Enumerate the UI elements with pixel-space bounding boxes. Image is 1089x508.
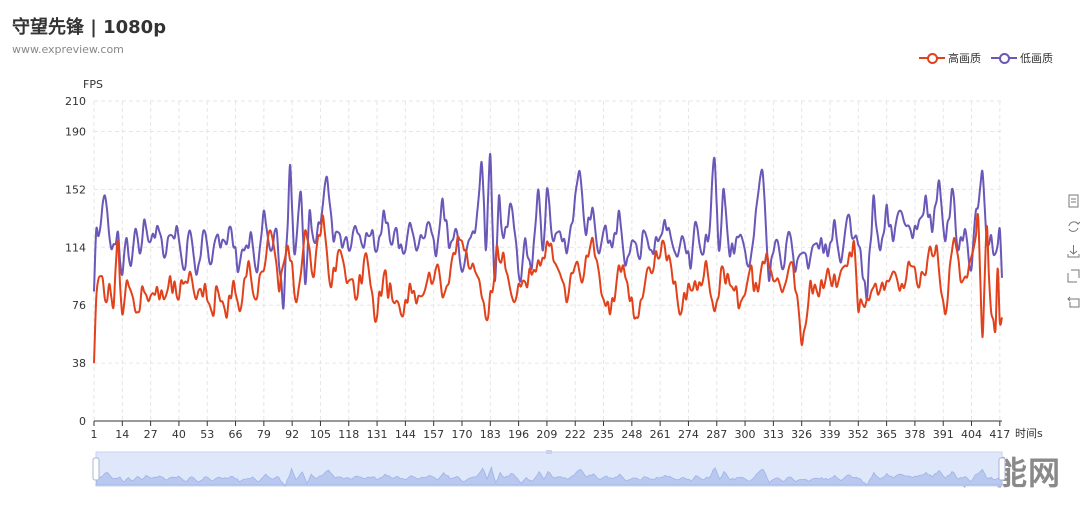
x-tick-label: 131 — [367, 428, 388, 441]
y-axis-label: FPS — [83, 78, 103, 91]
x-tick-label: 248 — [621, 428, 642, 441]
save-image-icon[interactable] — [1067, 244, 1080, 259]
x-tick-label: 183 — [480, 428, 501, 441]
x-tick-label: 352 — [848, 428, 869, 441]
y-tick-label: 152 — [65, 183, 86, 196]
y-tick-label: 210 — [65, 95, 86, 108]
restore-icon[interactable] — [1067, 219, 1081, 234]
y-tick-label: 0 — [79, 415, 86, 428]
x-tick-label: 170 — [451, 428, 472, 441]
x-tick-label: 300 — [735, 428, 756, 441]
slider-handle-left[interactable] — [92, 457, 100, 481]
x-tick-label: 235 — [593, 428, 614, 441]
zoom-icon[interactable] — [1067, 269, 1080, 284]
legend-item-low-quality[interactable]: 低画质 — [991, 50, 1053, 66]
zoom-reset-icon[interactable] — [1067, 294, 1080, 309]
legend-line-marker-icon — [919, 52, 945, 64]
legend-item-high-quality[interactable]: 高画质 — [919, 50, 981, 66]
x-tick-label: 365 — [876, 428, 897, 441]
chart-title: 守望先锋 | 1080p — [12, 17, 167, 38]
x-tick-label: 79 — [257, 428, 271, 441]
y-tick-label: 114 — [65, 241, 86, 254]
x-tick-label: 391 — [933, 428, 954, 441]
grid — [93, 100, 1002, 422]
legend-line-marker-icon — [991, 52, 1017, 64]
x-tick-label: 66 — [229, 428, 243, 441]
x-tick-label: 404 — [961, 428, 982, 441]
y-tick-label: 38 — [72, 357, 86, 370]
x-tick-label: 14 — [115, 428, 129, 441]
slider-preview-area — [95, 466, 1003, 488]
x-tick-label: 326 — [791, 428, 812, 441]
y-tick-label: 76 — [72, 299, 86, 312]
legend: 高画质 低画质 — [919, 50, 1053, 66]
y-tick-label: 190 — [65, 125, 86, 138]
chart-subtitle: www.expreview.com — [12, 43, 124, 56]
x-tick-label: 339 — [819, 428, 840, 441]
x-tick-label: 1 — [91, 428, 98, 441]
x-tick-label: 92 — [285, 428, 299, 441]
x-tick-label: 53 — [200, 428, 214, 441]
legend-label-low-quality: 低画质 — [1020, 52, 1053, 65]
series-group — [93, 153, 1003, 364]
data-zoom-slider[interactable] — [92, 450, 1006, 488]
x-tick-label: 209 — [536, 428, 557, 441]
x-tick-label: 105 — [310, 428, 331, 441]
series-line-high-quality — [93, 212, 1003, 364]
chart-toolbox — [1067, 194, 1081, 309]
x-tick-label: 261 — [650, 428, 671, 441]
x-tick-label: 27 — [144, 428, 158, 441]
x-tick-label: 157 — [423, 428, 444, 441]
slider-move-handle[interactable] — [546, 450, 552, 454]
x-tick-label: 144 — [395, 428, 416, 441]
x-tick-label: 222 — [565, 428, 586, 441]
x-tick-label: 196 — [508, 428, 529, 441]
x-tick-label: 40 — [172, 428, 186, 441]
x-tick-label: 274 — [678, 428, 699, 441]
x-tick-label: 118 — [338, 428, 359, 441]
x-axis-label: 时间s — [1015, 427, 1043, 440]
legend-label-high-quality: 高画质 — [948, 52, 981, 65]
x-tick-label: 313 — [763, 428, 784, 441]
x-tick-label: 417 — [989, 428, 1010, 441]
x-tick-label: 378 — [904, 428, 925, 441]
data-view-icon[interactable] — [1067, 194, 1080, 209]
series-line-low-quality — [93, 153, 1003, 310]
x-tick-label: 287 — [706, 428, 727, 441]
slider-handle-right[interactable] — [998, 457, 1006, 481]
